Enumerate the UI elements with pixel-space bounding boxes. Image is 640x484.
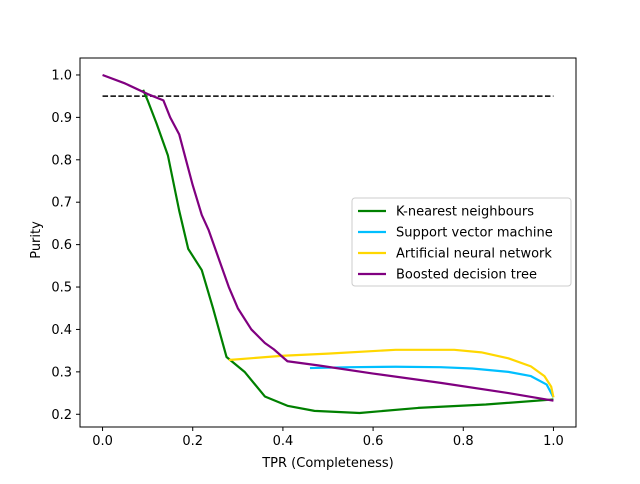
y-tick-label: 0.2 [51,408,72,423]
y-tick-label: 0.4 [51,323,72,338]
series-line-0 [142,89,554,415]
y-tick-label: 0.5 [51,281,72,296]
x-tick-label: 0.8 [453,434,474,449]
x-tick-label: 0.2 [182,434,203,449]
legend-label-3: Boosted decision tree [396,268,537,283]
x-ticks: 0.0 0.2 0.4 0.6 0.8 1.0 [92,427,564,449]
y-axis-label: Purity [29,221,44,259]
legend-label-2: Artificial neural network [396,247,552,262]
legend-label-1: Support vector machine [396,226,553,241]
series-line-3 [102,73,554,402]
legend-label-0: K-nearest neighbours [396,205,534,220]
series-layer [102,73,555,415]
x-tick-label: 1.0 [543,434,564,449]
y-tick-label: 0.3 [51,365,72,380]
series-line-1 [309,365,555,398]
legend: K-nearest neighbours Support vector machi… [351,197,572,287]
y-tick-label: 0.8 [51,153,72,168]
x-tick-label: 0.0 [92,434,113,449]
axes-layer [79,57,577,428]
x-axis-label: TPR (Completeness) [261,456,394,471]
y-ticks: 0.2 0.3 0.4 0.5 0.6 0.7 0.8 0.9 1.0 [51,68,80,423]
plot-frame [79,57,577,428]
y-tick-label: 0.7 [51,196,72,211]
y-tick-label: 1.0 [51,68,72,83]
series-line-2 [228,348,555,398]
y-tick-label: 0.6 [51,238,72,253]
x-tick-label: 0.6 [363,434,384,449]
y-tick-label: 0.9 [51,111,72,126]
legend-box [351,197,572,287]
x-tick-label: 0.4 [273,434,294,449]
